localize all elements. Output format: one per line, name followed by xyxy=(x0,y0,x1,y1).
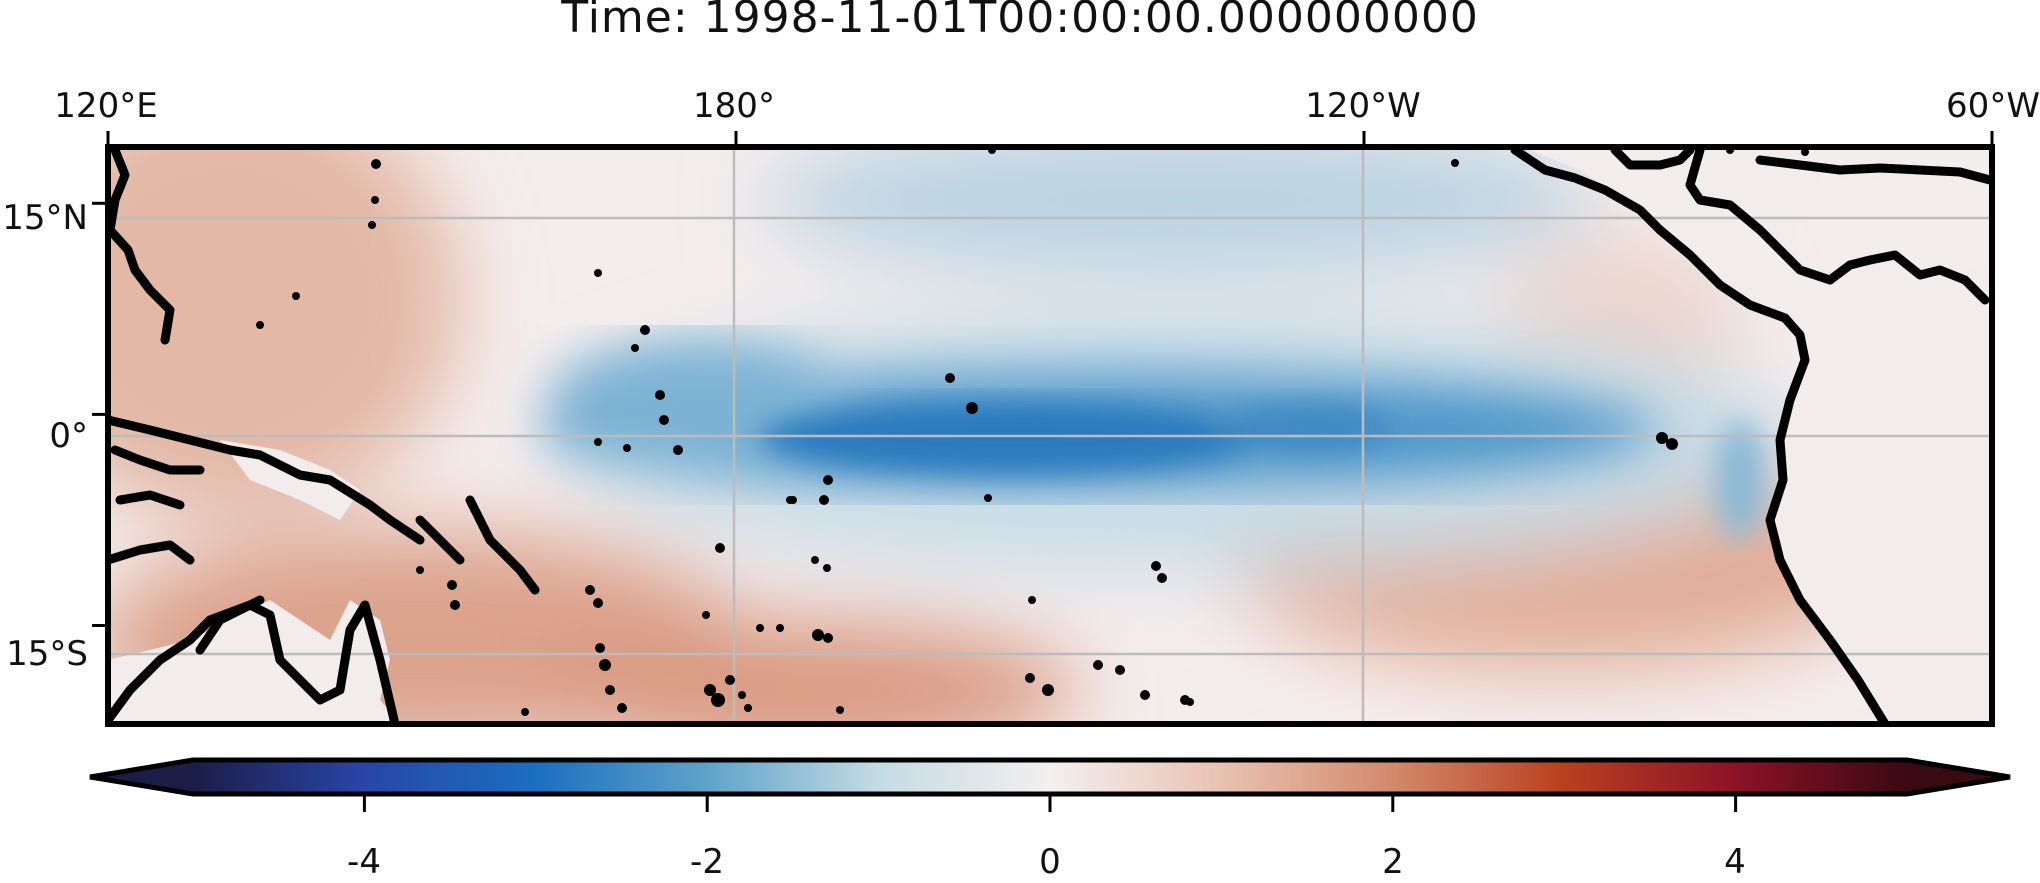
lat-tick-label: 15°N xyxy=(2,198,88,238)
lon-tick-label: 120°W xyxy=(1305,86,1421,126)
lon-tick-label: 180° xyxy=(693,86,775,126)
colorbar-tick-label: -4 xyxy=(347,842,381,882)
lon-tick-label: 120°E xyxy=(54,86,158,126)
lat-tick-label: 0° xyxy=(49,416,88,456)
map-frame xyxy=(105,144,1995,727)
map-title: Time: 1998-11-01T00:00:00.000000000 xyxy=(561,0,1479,43)
islands xyxy=(256,147,1809,716)
colorbar-gradient xyxy=(193,760,1907,794)
colorbar-tick-label: -2 xyxy=(690,842,724,882)
lat-tick-label: 15°S xyxy=(6,634,88,674)
colorbar-tick-label: 0 xyxy=(1039,842,1061,882)
colorbar-extend-min xyxy=(90,760,193,794)
lon-tick-label: 60°W xyxy=(1946,86,2040,126)
gridlines xyxy=(108,147,1992,724)
colorbar-extend-max xyxy=(1907,760,2010,794)
colorbar-tick-label: 2 xyxy=(1382,842,1404,882)
coastlines xyxy=(108,147,1992,724)
colorbar-outline xyxy=(89,757,2011,797)
colorbar xyxy=(89,757,2011,812)
colorbar-tick-label: 4 xyxy=(1724,842,1746,882)
